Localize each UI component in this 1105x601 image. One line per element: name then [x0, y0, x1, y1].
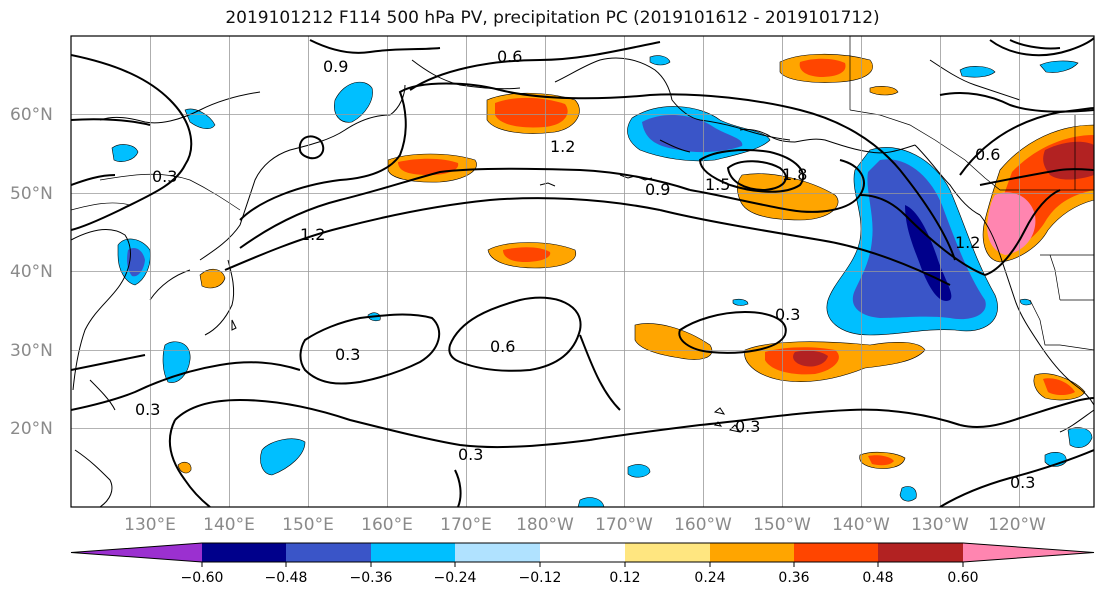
- lon-label: 150°W: [753, 515, 811, 535]
- lat-label: 20°N: [10, 419, 53, 439]
- contour-label: 1.2: [550, 137, 575, 156]
- lon-label: 170°W: [595, 515, 653, 535]
- contour-label: 0.9: [323, 57, 348, 76]
- lon-label: 160°W: [674, 515, 732, 535]
- lon-label: 140°W: [832, 515, 890, 535]
- contour-label: 1.2: [300, 225, 325, 244]
- colorbar-tick-label: −0.36: [350, 570, 393, 586]
- colorbar-tick-label: 0.12: [609, 570, 640, 586]
- colorbar-segment: [710, 543, 794, 562]
- precip-negative-region: [334, 81, 373, 123]
- precip-negative-region: [577, 497, 605, 507]
- colorbar-segment: [794, 543, 878, 562]
- latitude-labels: 60°N 50°N 40°N 30°N 20°N: [10, 105, 53, 439]
- longitude-labels: 130°E 140°E 150°E 160°E 170°E 180°W 170°…: [124, 515, 1046, 535]
- contour-label: 0.3: [1010, 473, 1035, 492]
- precip-negative-region: [649, 55, 671, 66]
- precip-negative-region: [959, 66, 996, 78]
- contour-label: 0.9: [645, 180, 670, 199]
- precip-positive-region: [199, 269, 226, 289]
- colorbar-tick-label: −0.60: [181, 570, 224, 586]
- precip-positive-region: [869, 86, 899, 96]
- lon-label: 120°W: [988, 515, 1046, 535]
- lon-label: 180°W: [516, 515, 574, 535]
- precip-negative-region: [1067, 427, 1093, 448]
- colorbar-tick-label: 0.60: [947, 570, 978, 586]
- gridlines: [71, 36, 1094, 507]
- colorbar-tick-label: 0.24: [694, 570, 725, 586]
- lat-label: 40°N: [10, 262, 53, 282]
- colorbar-extend-min: [71, 543, 202, 562]
- contour-label: 1.5: [705, 175, 730, 194]
- contour-labels: 0.9 0.6 1.2 1.8 1.5 0.9 0.6 0.3 1.2 0.6 …: [135, 47, 1035, 492]
- lat-label: 50°N: [10, 184, 53, 204]
- colorbar-tick-label: −0.12: [519, 570, 562, 586]
- map-title: 2019101212 F114 500 hPa PV, precipitatio…: [225, 8, 880, 28]
- precip-negative-region: [899, 486, 917, 502]
- contour-label: 0.6: [490, 337, 515, 356]
- colorbar-segment: [371, 543, 455, 562]
- contour-label: 0.3: [775, 305, 800, 324]
- precip-negative-region: [111, 144, 139, 162]
- colorbar-segment: [878, 543, 963, 562]
- colorbar-tick-label: 0.48: [862, 570, 893, 586]
- precip-negative-region: [732, 298, 749, 306]
- lat-label: 30°N: [10, 341, 53, 361]
- contour-label: 0.3: [458, 445, 483, 464]
- contour-label: 0.3: [135, 400, 160, 419]
- lon-label: 150°E: [282, 515, 334, 535]
- colorbar-segment: [202, 543, 286, 562]
- contour-label: 1.2: [955, 233, 980, 252]
- precip-negative-region: [1019, 298, 1032, 306]
- colorbar-segment: [286, 543, 371, 562]
- colorbar-tick-label: −0.24: [434, 570, 477, 586]
- lon-label: 130°W: [911, 515, 969, 535]
- contour-label: 0.3: [152, 167, 177, 186]
- colorbar-segment: [455, 543, 540, 562]
- lon-label: 160°E: [361, 515, 413, 535]
- contour-label: 0.6: [497, 47, 522, 66]
- colorbar: −0.60 −0.48 −0.36 −0.24 −0.12 0.12 0.24 0.36 0.4…: [70, 542, 1095, 586]
- precip-negative-region: [260, 438, 306, 476]
- coastlines: [71, 57, 1094, 507]
- precip-positive-region: [177, 461, 192, 474]
- colorbar-segment: [540, 543, 625, 562]
- lon-label: 130°E: [124, 515, 176, 535]
- pv-contours: [71, 37, 1094, 507]
- colorbar-extend-max: [963, 543, 1094, 562]
- lon-label: 170°E: [440, 515, 492, 535]
- precip-negative-region: [627, 464, 651, 478]
- contour-label: 0.3: [735, 417, 760, 436]
- colorbar-segment: [625, 543, 710, 562]
- precip-negative-region: [1039, 60, 1079, 73]
- contour-label: 0.6: [975, 145, 1000, 164]
- contour-label: 0.3: [335, 345, 360, 364]
- colorbar-tick-label: −0.48: [265, 570, 308, 586]
- colorbar-tick-label: 0.36: [778, 570, 809, 586]
- precip-negative-region: [162, 341, 191, 383]
- contour-label: 1.8: [782, 165, 807, 184]
- lat-label: 60°N: [10, 105, 53, 125]
- political-borders: [71, 36, 1094, 351]
- lon-label: 140°E: [203, 515, 255, 535]
- map-area: 0.9 0.6 1.2 1.8 1.5 0.9 0.6 0.3 1.2 0.6 …: [71, 36, 1094, 507]
- map-frame: [70, 35, 1095, 508]
